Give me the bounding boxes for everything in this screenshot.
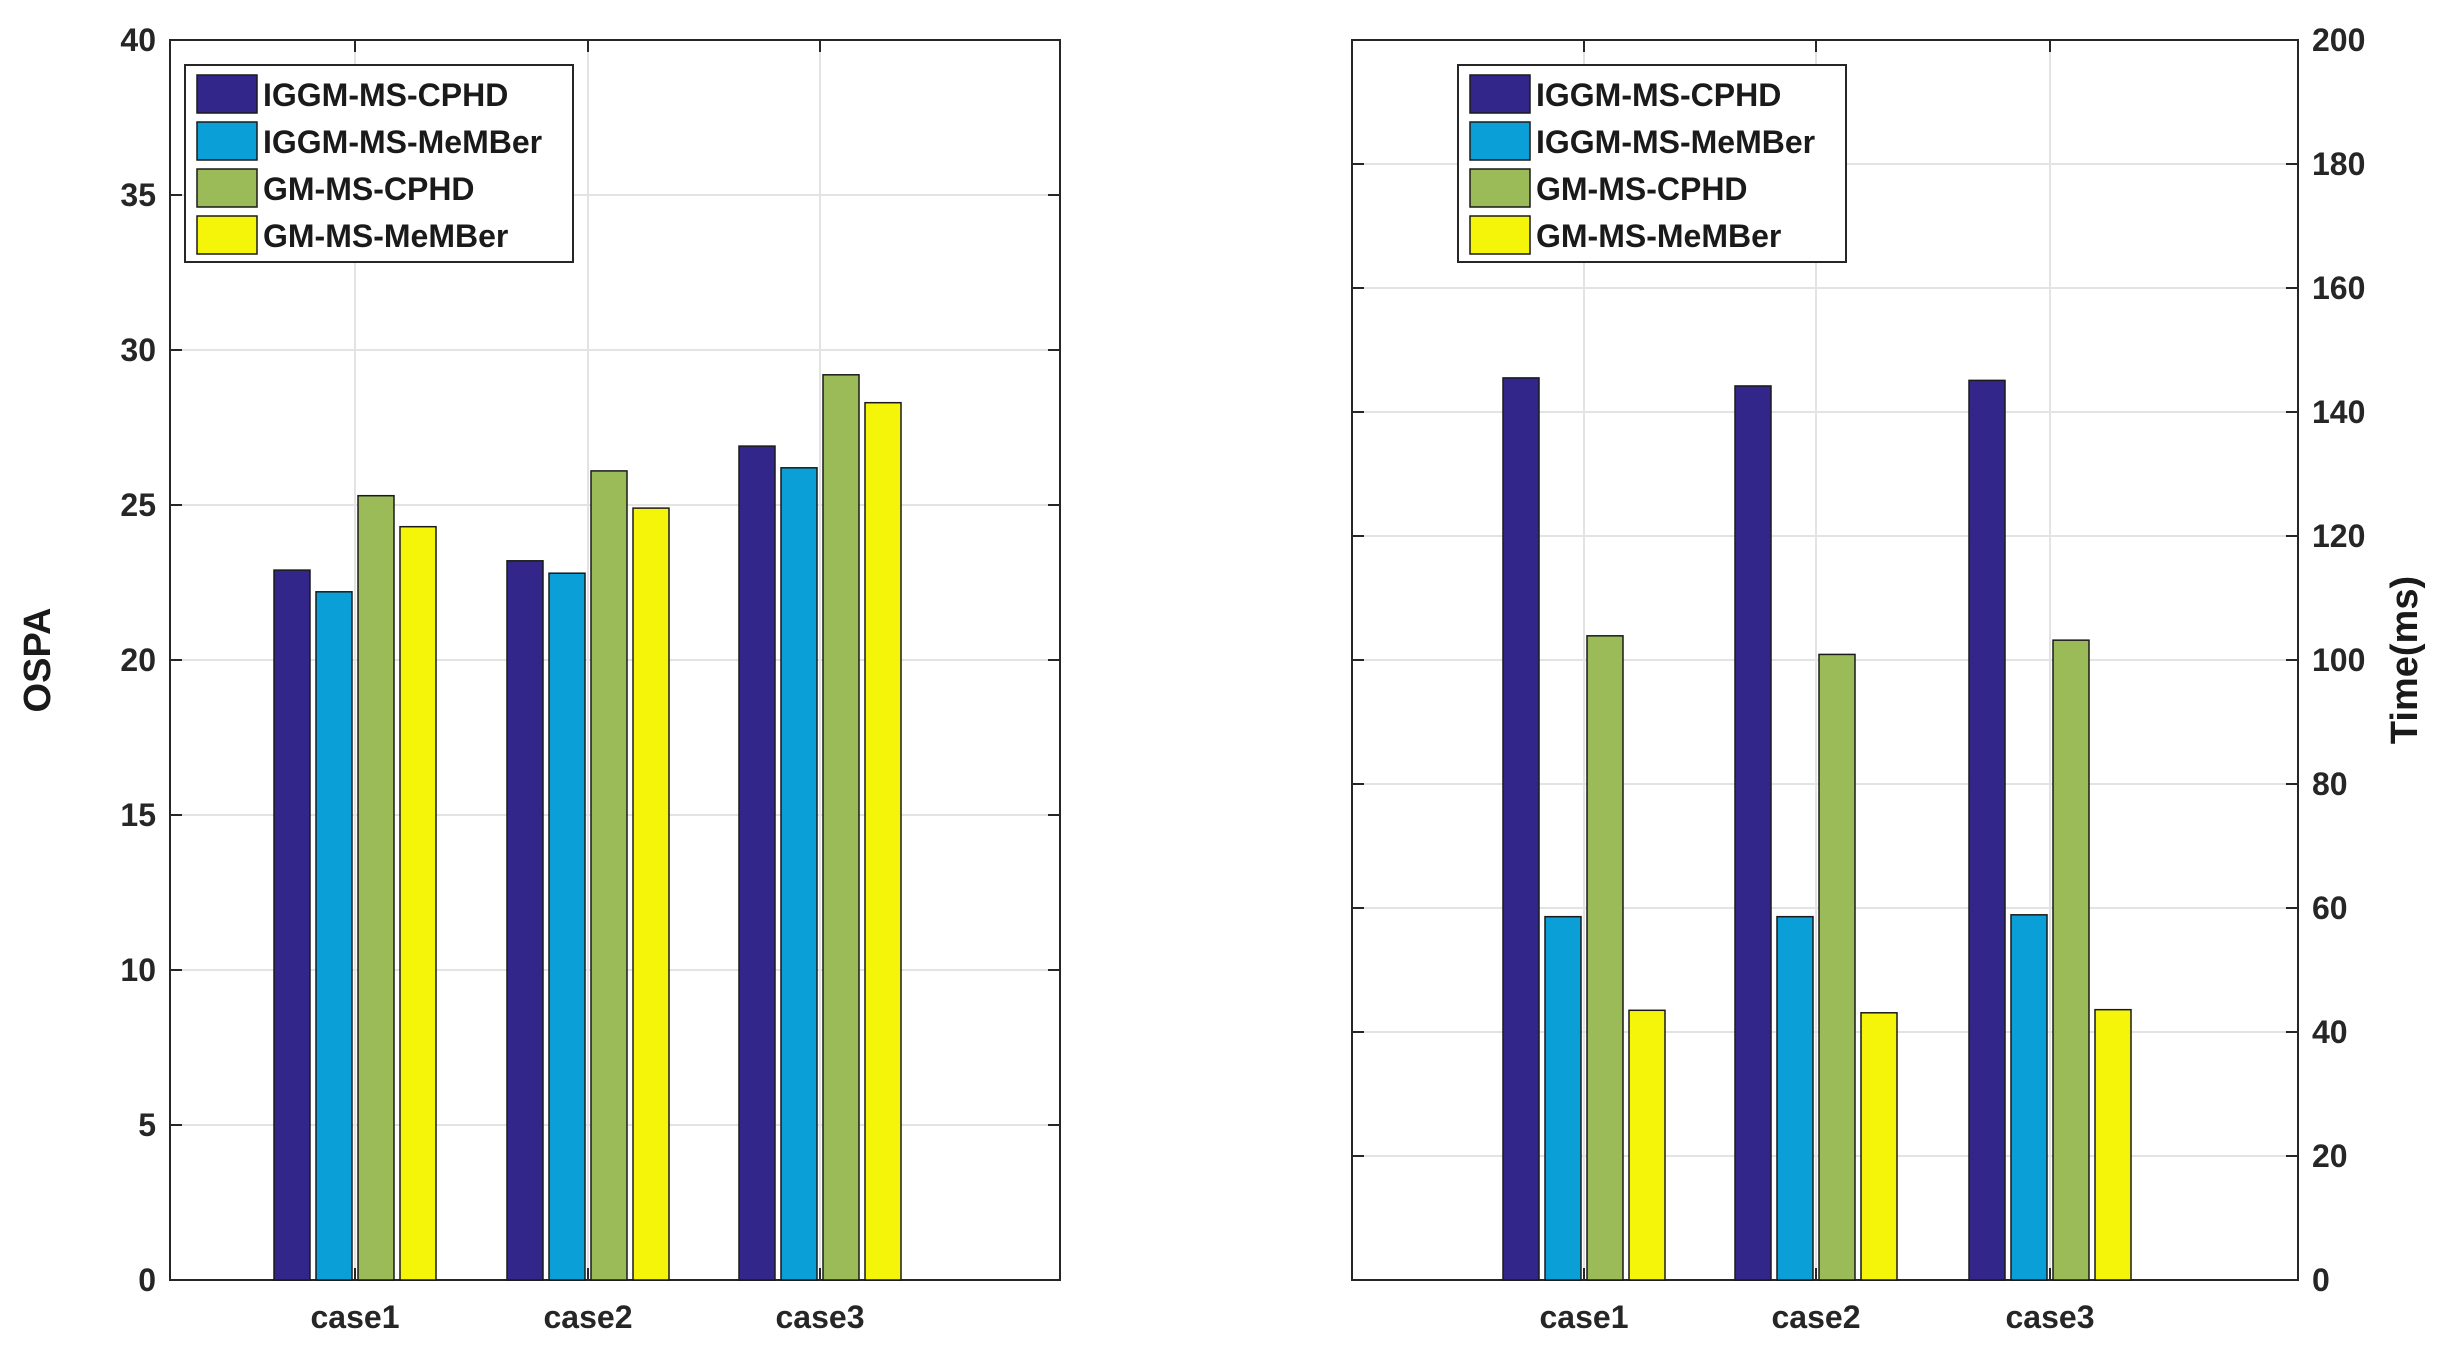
bar-gm-ms-cphd-case1	[1586, 635, 1624, 1281]
bar-iggm-ms-cphd-case3	[738, 445, 776, 1281]
ospa-chart: 0 5 10 15 20 25 30 35 40 case1 case2 case3 OSPA IGGM…	[17, 22, 1061, 1335]
x-tick-label-case3: case3	[2006, 1299, 2095, 1335]
legend-label: IGGM-MS-CPHD	[1536, 77, 1781, 113]
legend-swatch	[1469, 121, 1531, 161]
time-chart: 0 20 40 60 80 100 120 140 160 180 200 case1 case2 cas…	[1351, 22, 2426, 1335]
legend-swatch	[196, 74, 258, 114]
bar-gm-ms-cphd-case3	[2052, 639, 2090, 1281]
x-tick-label-case3: case3	[776, 1299, 865, 1335]
legend-label: GM-MS-MeMBer	[1536, 218, 1781, 254]
x-tick-label-case1: case1	[1540, 1299, 1629, 1335]
bar-gm-ms-member-case2	[1860, 1012, 1898, 1281]
y-tick-label: 5	[138, 1107, 156, 1143]
y-tick-label: 0	[138, 1262, 156, 1298]
legend-swatch	[196, 121, 258, 161]
y-tick-label: 30	[120, 332, 156, 368]
y-tick-label: 100	[2312, 642, 2365, 678]
x-tick-label-case2: case2	[544, 1299, 633, 1335]
bar-iggm-ms-cphd-case1	[273, 569, 311, 1281]
y-tick-label: 40	[120, 22, 156, 58]
bar-iggm-ms-member-case3	[2010, 914, 2048, 1281]
legend-swatch	[1469, 215, 1531, 255]
bar-iggm-ms-member-case1	[1544, 915, 1582, 1281]
bar-iggm-ms-member-case3	[780, 467, 818, 1281]
bar-iggm-ms-member-case2	[1776, 915, 1814, 1281]
y-tick-label: 20	[120, 642, 156, 678]
y-tick-label: 40	[2312, 1014, 2348, 1050]
y-tick-label: 20	[2312, 1138, 2348, 1174]
bar-iggm-ms-member-case2	[548, 572, 586, 1281]
legend-label: IGGM-MS-CPHD	[263, 77, 508, 113]
legend-label: IGGM-MS-MeMBer	[1536, 124, 1815, 160]
legend-swatch	[1469, 74, 1531, 114]
y-axis-label: Time(ms)	[2384, 576, 2426, 744]
bar-iggm-ms-cphd-case3	[1968, 379, 2006, 1281]
y-tick-label: 120	[2312, 518, 2365, 554]
y-tick-label: 35	[120, 177, 156, 213]
bar-iggm-ms-member-case1	[315, 591, 353, 1281]
y-tick-label: 0	[2312, 1262, 2330, 1298]
bar-gm-ms-cphd-case2	[1818, 653, 1856, 1281]
legend-label: GM-MS-CPHD	[1536, 171, 1748, 207]
legend-swatch	[1469, 168, 1531, 208]
legend-swatch	[196, 168, 258, 208]
y-axis-label: OSPA	[17, 608, 59, 713]
bar-gm-ms-cphd-case2	[590, 470, 628, 1281]
bar-gm-ms-member-case3	[2094, 1008, 2132, 1281]
y-tick-label: 140	[2312, 394, 2365, 430]
y-tick-label: 80	[2312, 766, 2348, 802]
x-tick-label-case1: case1	[311, 1299, 400, 1335]
bar-gm-ms-cphd-case3	[822, 374, 860, 1281]
bar-iggm-ms-cphd-case2	[1734, 385, 1772, 1281]
y-tick-label: 25	[120, 487, 156, 523]
bar-gm-ms-member-case1	[399, 525, 437, 1281]
bar-gm-ms-member-case2	[632, 507, 670, 1281]
y-tick-label: 160	[2312, 270, 2365, 306]
legend-label: GM-MS-CPHD	[263, 171, 475, 207]
bar-gm-ms-member-case1	[1628, 1009, 1666, 1281]
y-tick-label: 60	[2312, 890, 2348, 926]
y-tick-label: 180	[2312, 146, 2365, 182]
bar-iggm-ms-cphd-case1	[1502, 377, 1540, 1281]
y-tick-label: 10	[120, 952, 156, 988]
y-tick-label: 15	[120, 797, 156, 833]
legend-swatch	[196, 215, 258, 255]
y-tick-label: 200	[2312, 22, 2365, 58]
bar-gm-ms-member-case3	[864, 401, 902, 1281]
legend-label: GM-MS-MeMBer	[263, 218, 508, 254]
x-tick-label-case2: case2	[1772, 1299, 1861, 1335]
legend-label: IGGM-MS-MeMBer	[263, 124, 542, 160]
bar-iggm-ms-cphd-case2	[506, 560, 544, 1281]
bar-gm-ms-cphd-case1	[357, 494, 395, 1281]
